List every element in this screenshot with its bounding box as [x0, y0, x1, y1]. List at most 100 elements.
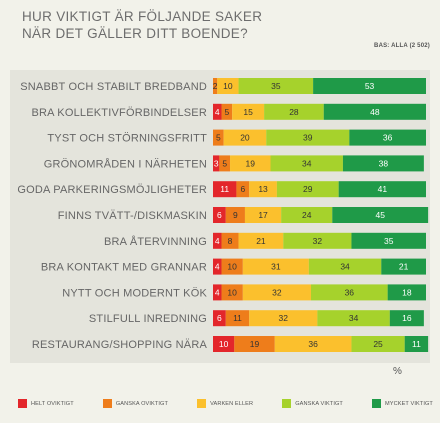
bar-segment	[381, 258, 426, 275]
base-note: BAS: ALLA (2 502)	[374, 43, 430, 49]
legend-label: VARKEN ELLER	[210, 400, 254, 407]
bar-segment	[230, 155, 271, 172]
bar-segment	[249, 310, 318, 327]
bar-segment	[342, 155, 424, 172]
legend-swatch	[102, 399, 112, 408]
bar-segment	[274, 336, 352, 352]
bar-segment	[283, 232, 352, 249]
bar-segment	[264, 103, 324, 120]
bar-segment	[323, 103, 426, 120]
category-label: GODA PARKERINGSMÖJLIGHETER	[17, 184, 207, 196]
title-line-2: NÄR DET GÄLLER DITT BOENDE?	[22, 26, 248, 41]
bar-segment	[219, 155, 231, 172]
bar-segment	[213, 78, 218, 94]
bar-segment	[351, 232, 426, 249]
bar-segment	[221, 232, 239, 249]
value-label: 2	[213, 81, 218, 91]
bar-segment	[213, 155, 220, 172]
bar-segment	[213, 284, 222, 301]
value-label: 48	[370, 107, 380, 117]
value-label: 39	[303, 133, 313, 143]
value-label: 11	[233, 313, 242, 323]
bar-segment	[213, 207, 226, 223]
value-label: 45	[375, 210, 385, 220]
legend-item: VARKEN ELLER	[197, 399, 253, 408]
bar-segment	[281, 207, 333, 223]
bar-segment	[238, 232, 284, 249]
value-label: 4	[215, 287, 220, 297]
value-label: 5	[216, 133, 221, 143]
bar-segment	[308, 258, 382, 275]
value-label: 5	[222, 158, 227, 168]
value-label: 8	[228, 236, 233, 246]
value-label: 34	[349, 313, 359, 323]
value-label: 10	[227, 287, 237, 297]
bar-segment	[244, 207, 282, 223]
legend-item: GANSKA OVIKTIGT	[102, 399, 168, 408]
category-label: FINNS TVÄTT-/DISKMASKIN	[58, 210, 207, 222]
bar-segment	[213, 310, 226, 327]
value-label: 21	[256, 236, 266, 246]
bar-segment	[213, 336, 235, 352]
bar-segment	[236, 181, 250, 198]
bar-segment	[266, 129, 350, 146]
bar-segment	[213, 129, 224, 146]
value-label: 21	[399, 262, 409, 272]
value-label: 4	[215, 262, 220, 272]
bar-segment	[223, 129, 267, 146]
bar-segment	[242, 258, 309, 275]
bar-segment	[225, 310, 250, 327]
bar-segment	[213, 103, 222, 120]
bar-segment	[238, 78, 314, 94]
bar-segment	[389, 310, 424, 327]
legend: HELT OVIKTIGT GANSKA OVIKTIGT VARKEN ELLER…	[18, 399, 433, 408]
bar-segment	[249, 181, 277, 198]
value-label: 11	[412, 339, 421, 349]
legend-label: MYCKET VIKTIGT	[385, 400, 433, 407]
bar-segment	[225, 207, 245, 223]
bar-segment	[317, 310, 390, 327]
legend-label: HELT OVIKTIGT	[31, 400, 74, 407]
bar-segment	[332, 207, 429, 223]
legend-swatch	[197, 399, 207, 408]
bar-segment	[270, 155, 343, 172]
legend-label: GANSKA VIKTIGT	[295, 400, 343, 407]
bar-segment	[404, 336, 429, 352]
value-label: 29	[303, 184, 313, 194]
value-label: 35	[384, 236, 394, 246]
legend-swatch	[282, 399, 292, 408]
value-label: 6	[217, 313, 222, 323]
category-label: TYST OCH STÖRNINGSFRITT	[47, 133, 207, 145]
value-label: 24	[302, 210, 312, 220]
legend-item: HELT OVIKTIGT	[18, 399, 74, 408]
bar-segment	[351, 336, 405, 352]
value-label: 19	[250, 339, 260, 349]
legend-item: GANSKA VIKTIGT	[282, 399, 343, 408]
value-label: 3	[214, 158, 219, 168]
value-label: 53	[365, 81, 375, 91]
value-label: 25	[373, 339, 383, 349]
value-label: 35	[271, 81, 281, 91]
category-label: BRA KOLLEKTIVFÖRBINDELSER	[31, 107, 207, 119]
value-label: 10	[223, 81, 233, 91]
category-label: RESTAURANG/SHOPPING NÄRA	[32, 339, 208, 351]
value-label: 34	[302, 158, 312, 168]
bar-segment	[349, 129, 426, 146]
legend-label: GANSKA OVIKTIGT	[115, 400, 168, 407]
unit-label: %	[393, 366, 402, 377]
value-label: 31	[271, 262, 281, 272]
category-label: BRA KONTAKT MED GRANNAR	[41, 262, 207, 274]
bar-segment	[217, 78, 239, 94]
chart-title: HUR VIKTIGT ÄR FÖLJANDE SAKER NÄR DET GÄ…	[22, 8, 322, 42]
value-label: 38	[379, 158, 389, 168]
value-label: 36	[308, 339, 318, 349]
bar-segment	[221, 284, 243, 301]
value-label: 32	[272, 287, 282, 297]
value-label: 17	[258, 210, 268, 220]
category-label: NYTT OCH MODERNT KÖK	[62, 287, 207, 299]
value-label: 13	[258, 184, 268, 194]
value-label: 32	[313, 236, 323, 246]
category-label: STILFULL INREDNING	[89, 313, 207, 325]
value-label: 10	[227, 262, 237, 272]
